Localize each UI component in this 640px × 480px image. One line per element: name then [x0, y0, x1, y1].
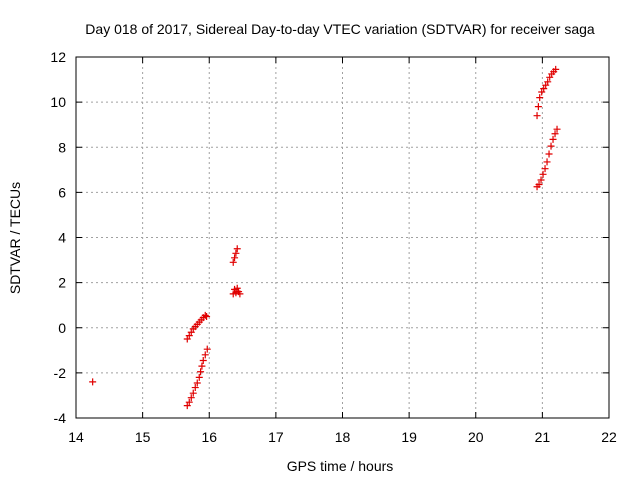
data-point	[189, 389, 197, 397]
y-tick-label: 4	[58, 230, 66, 246]
y-axis-label: SDTVAR / TECUs	[7, 182, 23, 294]
y-tick-label: 8	[58, 139, 66, 155]
y-tick-label: 2	[58, 275, 66, 291]
data-point	[236, 290, 244, 298]
y-tick-label: -2	[54, 365, 67, 381]
data-point	[201, 311, 209, 319]
x-axis-label: GPS time / hours	[287, 458, 394, 474]
data-point	[197, 368, 205, 376]
data-point	[191, 384, 199, 392]
y-tick-labels: -4 -2 0 2 4 6 8 10 12	[50, 49, 66, 426]
data-point	[539, 170, 547, 178]
data-point	[203, 345, 211, 353]
y-tick-label: 10	[50, 94, 66, 110]
data-point	[198, 362, 206, 370]
data-point	[543, 158, 551, 166]
data-point	[549, 135, 557, 143]
data-point	[187, 394, 195, 402]
data-point	[229, 258, 237, 266]
data-point	[535, 180, 543, 188]
data-point	[193, 379, 201, 387]
data-point	[231, 254, 239, 262]
data-point	[553, 125, 561, 133]
x-tick-label: 15	[135, 429, 151, 445]
x-tick-label: 16	[201, 429, 217, 445]
data-point	[534, 103, 542, 111]
data-point	[232, 249, 240, 257]
data-point	[201, 351, 209, 359]
data-point	[195, 373, 203, 381]
grid-lines	[76, 57, 609, 418]
y-tick-label: 0	[58, 320, 66, 336]
data-point	[547, 142, 555, 150]
data-point	[233, 245, 241, 253]
x-tick-label: 20	[468, 429, 484, 445]
data-point	[537, 176, 545, 184]
x-tick-label: 22	[601, 429, 617, 445]
y-tick-label: -4	[54, 410, 67, 426]
x-tick-label: 14	[68, 429, 84, 445]
x-tick-label: 19	[401, 429, 417, 445]
chart-title: Day 018 of 2017, Sidereal Day-to-day VTE…	[85, 21, 595, 37]
y-tick-label: 12	[50, 49, 66, 65]
data-point	[89, 378, 97, 386]
data-point	[203, 312, 211, 320]
x-tick-labels: 14 15 16 17 18 19 20 21 22	[68, 429, 617, 445]
data-points	[89, 65, 561, 410]
data-point	[545, 150, 553, 158]
data-point	[233, 284, 241, 292]
axis-ticks	[75, 56, 610, 419]
data-point	[552, 65, 560, 73]
x-tick-label: 17	[268, 429, 284, 445]
data-point	[533, 112, 541, 120]
data-point	[536, 94, 544, 102]
data-point	[199, 356, 207, 364]
data-point	[544, 78, 552, 86]
x-tick-label: 21	[535, 429, 551, 445]
x-tick-label: 18	[335, 429, 351, 445]
y-tick-label: 6	[58, 184, 66, 200]
data-point	[185, 398, 193, 406]
data-point	[541, 165, 549, 173]
data-point	[551, 130, 559, 138]
